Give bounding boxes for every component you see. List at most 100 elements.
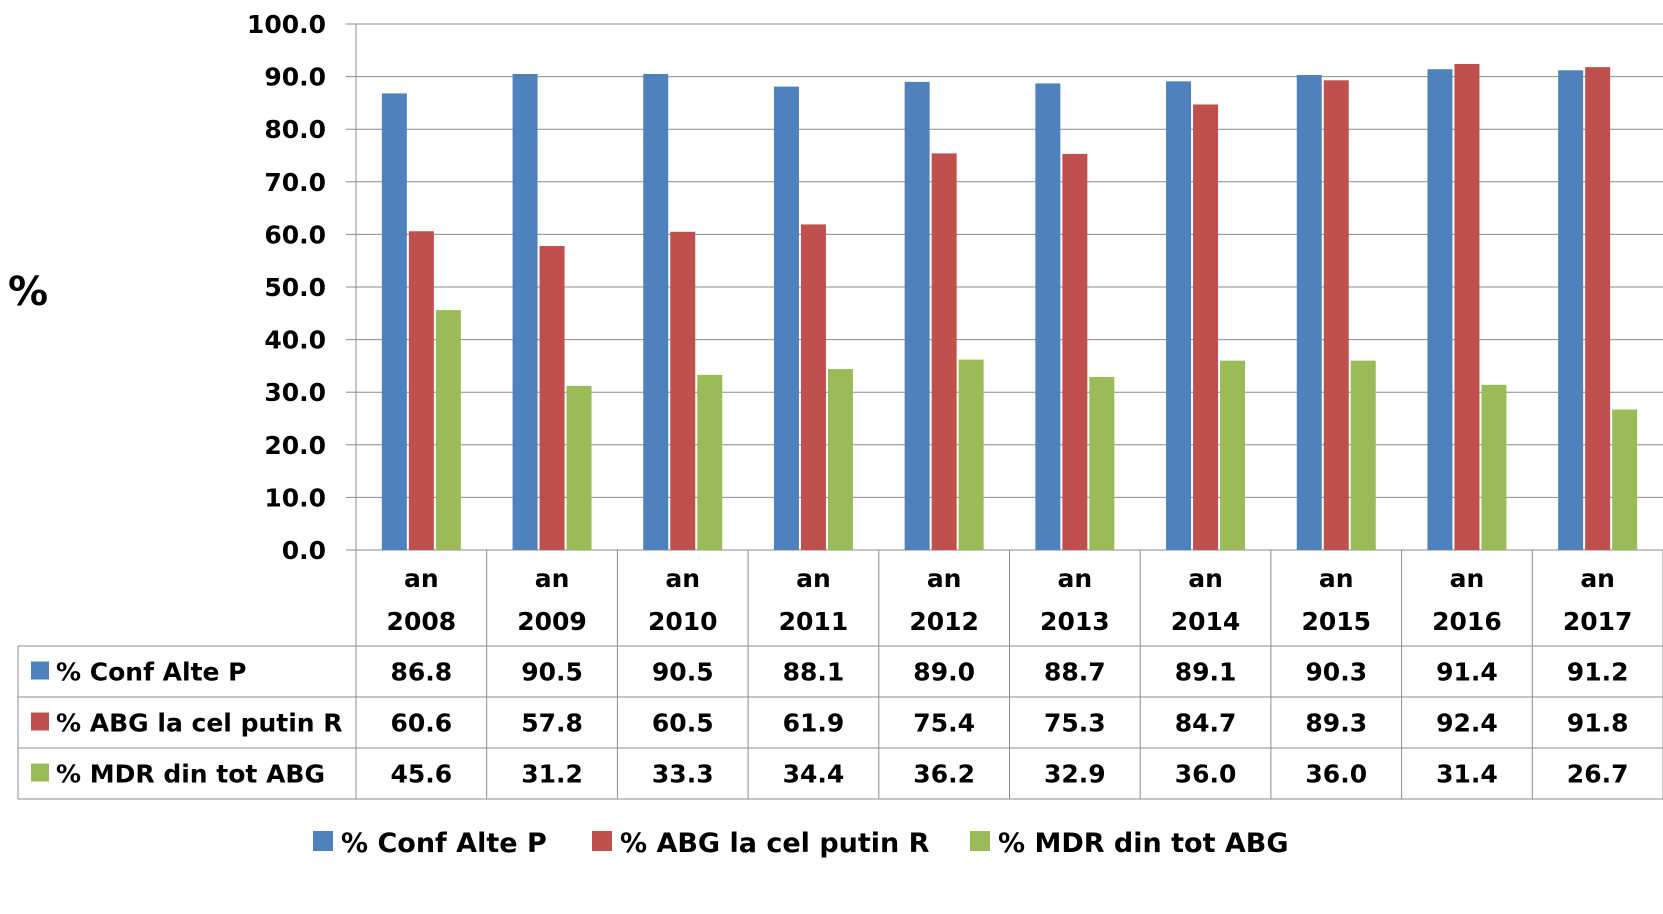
y-tick-label: 60.0 — [264, 220, 326, 249]
data-value-2: 75.3 — [1044, 709, 1106, 738]
y-tick-label: 30.0 — [264, 378, 326, 407]
bar-2 — [1323, 80, 1349, 551]
category-label: 2012 — [909, 607, 979, 636]
y-tick-label: 80.0 — [264, 115, 326, 144]
table-legend-key-1 — [31, 661, 49, 680]
bar-1 — [643, 73, 669, 550]
category-label: 2009 — [517, 607, 587, 636]
bar-2 — [800, 224, 826, 550]
bar-1 — [773, 86, 799, 551]
data-value-1: 88.7 — [1044, 658, 1106, 687]
category-label: 2010 — [648, 607, 718, 636]
legend-label-3: % MDR din tot ABG — [998, 828, 1289, 859]
bar-1 — [512, 73, 538, 550]
bar-3 — [1350, 360, 1376, 550]
category-label: an — [1580, 564, 1615, 593]
data-value-2: 89.3 — [1305, 709, 1367, 738]
category-label: an — [1319, 564, 1354, 593]
data-value-2: 75.4 — [913, 709, 975, 738]
data-value-3: 26.7 — [1567, 760, 1629, 789]
bar-3 — [1089, 376, 1115, 550]
y-tick-label: 50.0 — [264, 273, 326, 302]
category-label: 2008 — [387, 607, 457, 636]
table-series-name: % MDR din tot ABG — [56, 760, 325, 789]
category-label: an — [1188, 564, 1223, 593]
bar-2 — [1193, 104, 1219, 550]
data-value-3: 36.0 — [1305, 760, 1367, 789]
data-value-1: 89.0 — [913, 658, 975, 687]
data-value-3: 45.6 — [391, 760, 453, 789]
bar-1 — [1166, 81, 1192, 551]
category-label: an — [796, 564, 831, 593]
legend-label-2: % ABG la cel putin R — [620, 828, 930, 859]
category-label: an — [1450, 564, 1485, 593]
bar-1 — [1558, 70, 1584, 551]
data-value-1: 89.1 — [1175, 658, 1237, 687]
category-label: an — [927, 564, 962, 593]
y-tick-label: 20.0 — [264, 431, 326, 460]
bar-1 — [381, 93, 407, 550]
category-label: an — [404, 564, 439, 593]
y-tick-label: 100.0 — [247, 10, 326, 39]
y-tick-label: 40.0 — [264, 326, 326, 355]
data-value-3: 32.9 — [1044, 760, 1106, 789]
bar-3 — [566, 385, 592, 550]
bar-2 — [1585, 67, 1611, 550]
data-value-1: 91.4 — [1436, 658, 1498, 687]
data-value-2: 60.5 — [652, 709, 714, 738]
category-label: 2016 — [1432, 607, 1502, 636]
category-label: 2015 — [1301, 607, 1371, 636]
bar-2 — [408, 231, 434, 550]
y-tick-label: 70.0 — [264, 168, 326, 197]
bar-2 — [670, 231, 696, 550]
y-tick-label: 10.0 — [264, 483, 326, 512]
legend-swatch-2 — [592, 831, 612, 851]
bar-2 — [1454, 63, 1480, 550]
table-legend-key-2 — [31, 712, 49, 731]
data-value-2: 91.8 — [1567, 709, 1629, 738]
category-label: 2014 — [1171, 607, 1241, 636]
data-value-3: 34.4 — [783, 760, 845, 789]
bar-3 — [697, 374, 723, 550]
data-value-2: 57.8 — [521, 709, 583, 738]
bar-3 — [1481, 384, 1507, 550]
table-legend-key-3 — [31, 763, 49, 782]
table-series-name: % ABG la cel putin R — [56, 709, 343, 738]
legend-swatch-1 — [313, 831, 333, 851]
data-value-3: 31.2 — [521, 760, 583, 789]
data-value-1: 90.3 — [1305, 658, 1367, 687]
data-value-1: 88.1 — [783, 658, 845, 687]
data-value-3: 33.3 — [652, 760, 714, 789]
data-value-1: 90.5 — [521, 658, 583, 687]
category-label: an — [1058, 564, 1093, 593]
bar-1 — [1296, 75, 1322, 550]
y-tick-label: 0.0 — [282, 536, 326, 565]
bar-3 — [435, 310, 461, 550]
data-value-2: 92.4 — [1436, 709, 1498, 738]
bar-1 — [1035, 83, 1061, 551]
data-value-3: 36.2 — [913, 760, 975, 789]
data-value-3: 31.4 — [1436, 760, 1498, 789]
data-value-1: 91.2 — [1567, 658, 1629, 687]
category-label: 2011 — [779, 607, 849, 636]
data-value-2: 61.9 — [783, 709, 845, 738]
data-value-1: 86.8 — [391, 658, 453, 687]
bar-2 — [1062, 153, 1088, 550]
category-label: 2017 — [1563, 607, 1633, 636]
y-axis-label: % — [8, 269, 48, 315]
data-value-3: 36.0 — [1175, 760, 1237, 789]
bar-3 — [1612, 409, 1638, 550]
bar-1 — [904, 81, 930, 551]
bar-3 — [958, 359, 984, 550]
legend-label-1: % Conf Alte P — [341, 828, 547, 859]
y-tick-label: 90.0 — [264, 63, 326, 92]
bar-2 — [931, 153, 957, 550]
category-label: 2013 — [1040, 607, 1110, 636]
category-label: an — [665, 564, 700, 593]
bar-1 — [1427, 69, 1453, 551]
bar-3 — [1220, 360, 1246, 550]
bar-3 — [827, 369, 853, 550]
data-value-1: 90.5 — [652, 658, 714, 687]
table-series-name: % Conf Alte P — [56, 658, 247, 687]
